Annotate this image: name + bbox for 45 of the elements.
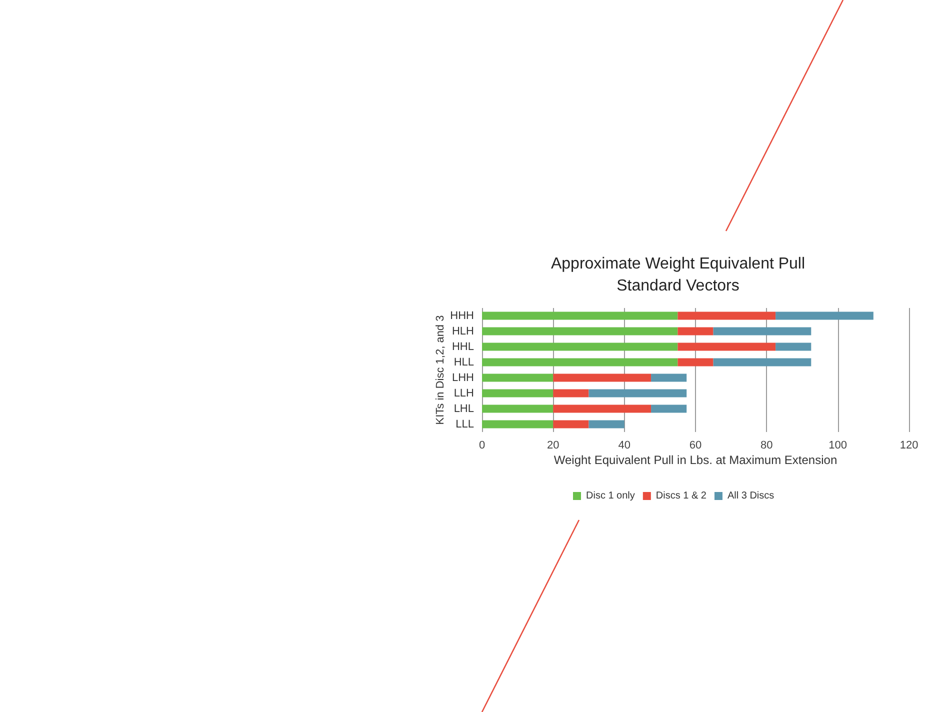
bar (482, 312, 678, 320)
bar (553, 420, 589, 428)
bar (776, 342, 812, 351)
x-tick-label: 120 (900, 440, 918, 452)
x-tick-label: 100 (828, 440, 848, 452)
legend-label: Disc 1 only (586, 490, 635, 502)
bar (678, 312, 776, 320)
y-axis-title: KITs in Disc 1,2, and 3 (434, 315, 446, 425)
bar (713, 327, 812, 336)
y-tick-label: LHH (452, 372, 474, 384)
bar (588, 420, 624, 428)
bar (678, 327, 714, 336)
bar (482, 420, 554, 428)
y-tick-label: LHL (454, 402, 474, 415)
bar (553, 389, 589, 398)
bar (588, 389, 687, 398)
legend-label: All 3 Discs (727, 490, 774, 502)
bar (482, 358, 678, 366)
bar (482, 404, 554, 413)
bar (651, 374, 687, 382)
bar (482, 327, 678, 336)
y-tick-label: HHH (450, 310, 474, 322)
bar (713, 358, 812, 366)
bar (553, 404, 652, 413)
bar (678, 358, 714, 366)
y-tick-label: HLH (452, 325, 474, 338)
y-tick-label: HHL (452, 340, 474, 353)
bar (482, 374, 554, 382)
chart-title: Approximate Weight Equivalent Pull Standard Vectors (550, 256, 806, 294)
x-tick-label: 40 (618, 440, 630, 452)
x-tick-label: 0 (478, 440, 486, 452)
legend-label: Discs 1 & 2 (656, 490, 707, 502)
bar (776, 312, 874, 320)
x-tick-label: 60 (689, 440, 702, 452)
bar (482, 342, 678, 351)
y-tick-label: LLL (456, 418, 474, 430)
bar (553, 374, 652, 382)
y-tick-label: HLL (454, 356, 474, 368)
y-tick-label: LLH (454, 387, 474, 400)
x-tick-label: 20 (547, 440, 560, 452)
x-tick-label: 80 (760, 440, 773, 452)
bar (678, 342, 776, 351)
bar (651, 404, 687, 413)
x-axis-title: Weight Equivalent Pull in Lbs. at Maximum Extension (554, 453, 838, 467)
bar (482, 389, 554, 398)
